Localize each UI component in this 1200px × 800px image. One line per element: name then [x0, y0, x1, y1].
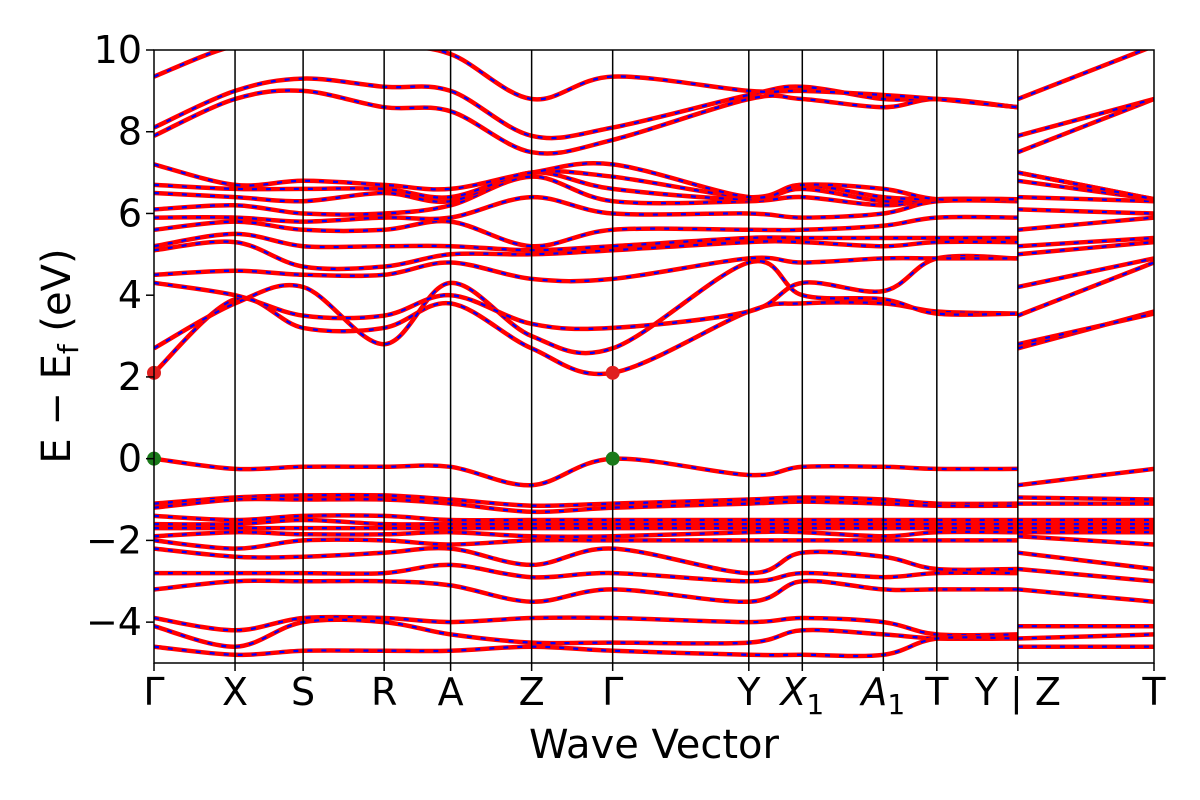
band-v1-overlay-seg1 [154, 457, 1018, 487]
band-v13-seg2 [1017, 632, 1154, 641]
x-tick-label: Γ [143, 670, 164, 714]
band-c1-overlay-seg1 [154, 297, 1018, 376]
y-axis-label-main: E − E [34, 354, 80, 464]
kpoint-lines [234, 50, 1019, 663]
x-tick-label: X1 [778, 670, 824, 721]
x-tick-label: X [222, 670, 248, 714]
y-axis-label-unit: (eV) [34, 248, 80, 331]
vbm-marker-3 [605, 451, 620, 466]
band-v9-overlay-seg1 [154, 547, 1018, 575]
band-c2-overlay-seg1 [154, 260, 1018, 355]
y-axis-ticks: −4 −2 0 2 4 6 8 10 [86, 28, 154, 644]
band-c9-seg2 [1017, 194, 1154, 204]
band-c14-overlay-seg2 [1017, 97, 1154, 137]
y-tick-label: 6 [118, 191, 142, 235]
plot-frame [153, 49, 1155, 664]
x-tick-label: T [924, 670, 949, 714]
y-tick-label: 0 [118, 437, 142, 481]
y-axis-label-space [34, 332, 80, 345]
band-v11-overlay-seg2 [1017, 588, 1154, 603]
x-tick-label: Y | Z [974, 670, 1061, 715]
x-tick-label: T [1141, 670, 1166, 714]
band-c12-overlay-seg1 [154, 162, 1018, 202]
y-tick-label: 4 [118, 273, 142, 317]
band-v10-overlay-seg2 [1017, 567, 1154, 583]
x-axis-label: Wave Vector [529, 722, 780, 768]
band-c11-overlay-seg1 [154, 170, 1018, 201]
x-tick-label: Γ [602, 670, 623, 714]
band-c15-overlay-seg2 [1017, 50, 1147, 101]
y-tick-label: −2 [86, 518, 142, 562]
band-c9-overlay-seg1 [154, 175, 1018, 216]
band-c4-overlay-seg1 [154, 256, 1018, 283]
band-v8-overlay-seg2 [1017, 535, 1154, 546]
band-v1-overlay-seg2 [1017, 467, 1154, 487]
band-c4-overlay-seg2 [1017, 257, 1154, 289]
band-v11-overlay-seg1 [154, 579, 1018, 603]
x-axis-ticks: Γ X S R A Z Γ Y X1 A1 T Y | Z T [143, 663, 1166, 721]
band-c7-overlay-seg1 [154, 215, 1018, 248]
band-c2-overlay-seg2 [1017, 312, 1154, 346]
band-c15-overlay-seg1 [154, 50, 1019, 109]
band-c6-overlay-seg2 [1017, 236, 1154, 248]
x-tick-label: S [291, 670, 315, 714]
x-tick-label: Z [519, 670, 545, 714]
x-tick-label: A1 [858, 670, 905, 721]
band-c8-seg2 [1017, 207, 1154, 216]
y-tick-label: 8 [118, 110, 142, 154]
band-v2-seg2 [1017, 495, 1154, 502]
band-c7-overlay-seg2 [1017, 216, 1154, 231]
x-tick-label: A [438, 670, 464, 714]
band-c12-overlay-seg2 [1017, 171, 1154, 201]
band-c3-overlay-seg1 [154, 254, 1018, 331]
band-v13-overlay-seg1 [154, 618, 1018, 648]
band-c13-overlay-seg2 [1017, 97, 1154, 154]
x-tick-label: Y [736, 670, 761, 714]
y-tick-label: 2 [118, 355, 142, 399]
y-tick-label: 10 [94, 28, 142, 72]
y-axis-label-sub: f [52, 343, 85, 354]
band-c5-overlay-seg1 [154, 240, 1018, 271]
band-v9-overlay-seg2 [1017, 551, 1154, 571]
band-c8-overlay-seg1 [154, 195, 1018, 223]
band-c5-overlay-seg2 [1017, 241, 1154, 256]
x-tick-label: R [371, 670, 397, 714]
band-c3-overlay-seg2 [1017, 261, 1154, 317]
y-axis-label: E − Ef (eV) [34, 248, 85, 463]
y-tick-label: −4 [86, 600, 142, 644]
cbm-marker-1 [605, 365, 620, 380]
